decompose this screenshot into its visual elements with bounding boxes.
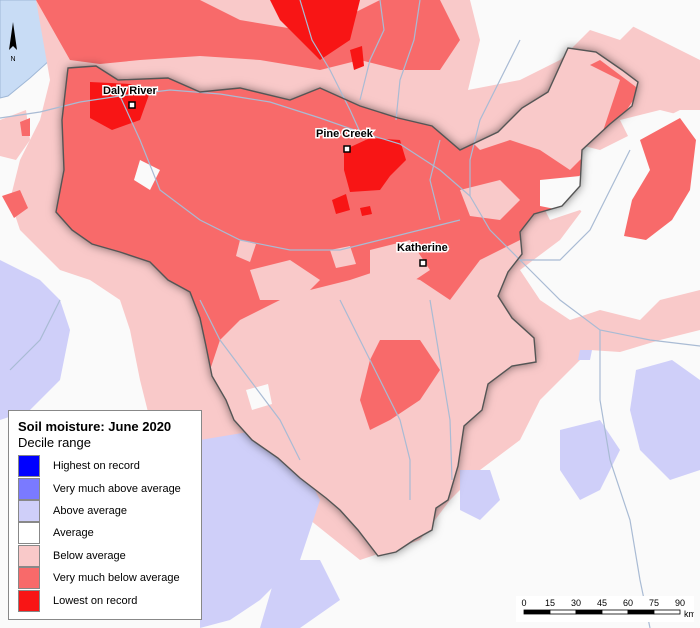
scale-tick-label: 90 (675, 598, 685, 608)
legend-swatch (18, 499, 40, 522)
town-label-katherine: Katherine (397, 242, 448, 254)
scale-tick-label: 60 (623, 598, 633, 608)
legend-item: Above average (18, 499, 193, 522)
legend-label: Average (53, 527, 94, 540)
legend-label: Below average (53, 549, 126, 562)
scale-segment (601, 609, 629, 615)
scale-segment (627, 609, 655, 615)
scale-tick-label: 75 (649, 598, 659, 608)
scale-unit-label: km (684, 609, 694, 619)
legend-swatch (18, 589, 40, 612)
town-label-pine-creek: Pine Creek (316, 128, 374, 140)
legend-label: Above average (53, 504, 127, 517)
town-marker-katherine[interactable]: Katherine (396, 241, 449, 267)
north-arrow-label: N (10, 56, 15, 63)
legend-item: Below average (18, 544, 193, 567)
scale-segment (549, 609, 577, 615)
legend-subtitle: Decile range (18, 435, 91, 450)
scale-tick-label: 15 (545, 598, 555, 608)
town-label-daly-river: Daly River (103, 85, 158, 97)
legend-label: Very much above average (53, 482, 181, 495)
scale-segment (653, 609, 681, 615)
legend-items: Highest on record Very much above average… (18, 455, 193, 612)
town-marker-daly-river[interactable]: Daly River (102, 84, 159, 109)
scale-tick-label: 30 (571, 598, 581, 608)
legend-swatch (18, 544, 40, 567)
legend-swatch (18, 522, 40, 545)
legend-label: Lowest on record (53, 594, 138, 607)
scale-segment (575, 609, 603, 615)
scale-tick-label: 45 (597, 598, 607, 608)
scale-segment (523, 609, 551, 615)
legend-item: Average (18, 522, 193, 545)
legend-label: Highest on record (53, 460, 140, 473)
legend-label: Very much below average (53, 572, 180, 585)
scale-bar: 0 15 30 45 60 75 90 km (516, 596, 696, 622)
legend-title: Soil moisture: June 2020 (18, 419, 172, 434)
legend-item: Lowest on record (18, 589, 193, 612)
town-marker-pine-creek[interactable]: Pine Creek (315, 127, 375, 153)
scale-tick-label: 0 (521, 598, 526, 608)
legend-item: Highest on record (18, 455, 193, 478)
legend-panel: Soil moisture: June 2020 Decile range Hi… (8, 410, 202, 620)
north-arrow-icon: N (9, 22, 17, 63)
legend-swatch (18, 567, 40, 590)
legend-item: Very much above average (18, 477, 193, 500)
legend-swatch (18, 455, 40, 478)
legend-swatch (18, 477, 40, 500)
legend-item: Very much below average (18, 567, 193, 590)
